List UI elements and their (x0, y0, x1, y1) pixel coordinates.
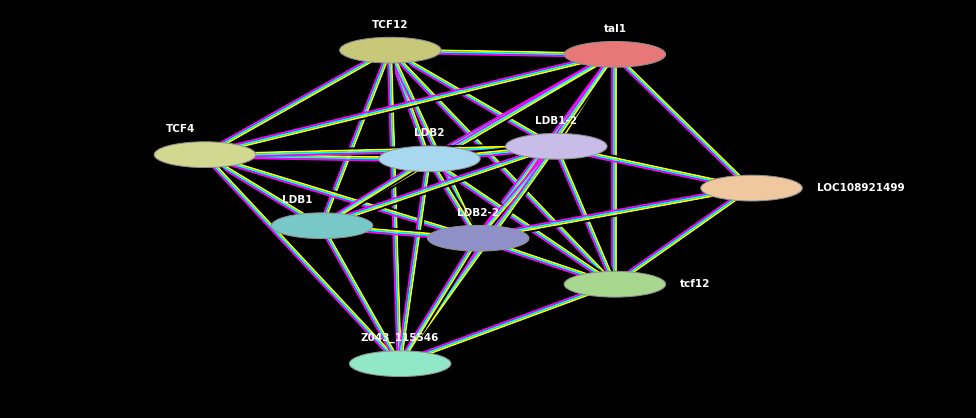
Ellipse shape (506, 133, 607, 159)
Text: tcf12: tcf12 (680, 279, 711, 289)
Ellipse shape (271, 213, 373, 239)
Ellipse shape (349, 351, 451, 377)
Ellipse shape (564, 41, 666, 67)
Text: tal1: tal1 (603, 24, 627, 34)
Ellipse shape (427, 225, 529, 251)
Text: TCF4: TCF4 (166, 124, 195, 134)
Ellipse shape (701, 175, 802, 201)
Text: LDB2-2: LDB2-2 (457, 208, 500, 218)
Text: TCF12: TCF12 (372, 20, 409, 30)
Ellipse shape (340, 37, 441, 63)
Text: LOC108921499: LOC108921499 (817, 183, 905, 193)
Ellipse shape (564, 271, 666, 297)
Text: LDB1: LDB1 (282, 195, 312, 205)
Text: LDB2: LDB2 (414, 128, 445, 138)
Ellipse shape (379, 146, 480, 172)
Text: LDB1-2: LDB1-2 (535, 116, 578, 126)
Ellipse shape (154, 142, 256, 168)
Text: Z043_115546: Z043_115546 (361, 333, 439, 343)
